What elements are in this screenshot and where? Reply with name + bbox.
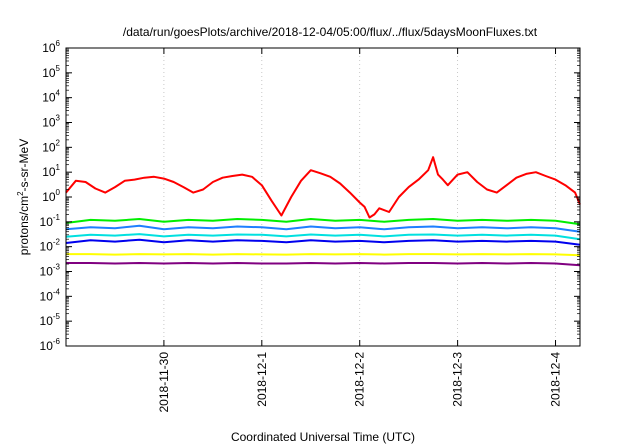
series-line-3 [65, 233, 581, 241]
series-line-2 [65, 224, 581, 233]
x-tick-label: 2018-12-2 [353, 352, 367, 407]
y-tick-label-base: 10 [42, 116, 56, 130]
y-tick-label: 100 [42, 188, 60, 204]
y-tick-label: 10-1 [40, 213, 61, 229]
series-line-5 [66, 253, 581, 257]
y-tick-label: 105 [42, 64, 60, 80]
y-tick-label-exp: -4 [53, 287, 61, 296]
series-layer [65, 156, 581, 267]
x-tick-label: 2018-12-3 [451, 352, 465, 407]
y-tick-label-exp: -5 [53, 312, 61, 321]
x-tick-label: 2018-12-4 [549, 352, 563, 407]
y-tick-label-base: 10 [40, 289, 54, 303]
y-tick-label-base: 10 [40, 314, 54, 328]
y-tick-label-exp: 2 [56, 138, 61, 147]
y-axis-label: protons/cm2-s-sr-MeV [16, 139, 31, 255]
y-tick-label-exp: 3 [56, 114, 61, 123]
y-tick-label-exp: 5 [56, 64, 61, 73]
plot-frame [65, 47, 581, 347]
x-tick-label: 2018-11-30 [157, 352, 171, 413]
series-line-1 [65, 218, 581, 226]
y-tick-label: 10-4 [40, 287, 61, 303]
y-tick-label-exp: 1 [56, 163, 61, 172]
y-tick-label: 103 [42, 114, 60, 130]
y-tick-label-base: 10 [42, 190, 56, 204]
y-tick-label: 106 [42, 39, 60, 55]
x-axis: 2018-11-30 2018-12-1 2018-12-2 2018-12-3 201… [157, 48, 563, 413]
y-tick-label-exp: 6 [56, 39, 61, 48]
y-tick-label: 101 [42, 163, 60, 179]
y-axis-label-prefix: protons/cm [17, 196, 31, 255]
y-tick-label-base: 10 [42, 165, 56, 179]
y-axis-label-sup: 2 [16, 191, 25, 196]
grid [163, 48, 556, 346]
y-axis-label-suffix: -s-sr-MeV [17, 139, 31, 192]
series-line-6 [66, 262, 581, 267]
y-tick-label-base: 10 [42, 140, 56, 154]
series-line-4 [65, 238, 581, 246]
chart-title: /data/run/goesPlots/archive/2018-12-04/0… [123, 25, 538, 39]
y-tick-label-base: 10 [42, 66, 56, 80]
y-tick-label-base: 10 [40, 215, 54, 229]
y-tick-label: 10-2 [40, 238, 61, 254]
y-tick-label: 10-3 [40, 263, 61, 279]
y-tick-label: 104 [42, 89, 60, 105]
y-tick-label-base: 10 [40, 339, 54, 353]
y-axis: 10-610-510-410-310-210-11001011021031041… [40, 39, 580, 353]
y-tick-label-exp: 4 [56, 89, 61, 98]
y-tick-label-base: 10 [42, 41, 56, 55]
y-tick-label: 10-6 [40, 337, 61, 353]
y-tick-label-exp: -2 [53, 238, 61, 247]
y-tick-label-base: 10 [40, 265, 54, 279]
y-tick-label: 10-5 [40, 312, 61, 328]
y-tick-label-exp: -3 [53, 263, 61, 272]
y-tick-label: 102 [42, 138, 60, 154]
x-tick-label: 2018-12-1 [255, 352, 269, 407]
x-axis-label: Coordinated Universal Time (UTC) [231, 430, 415, 444]
y-tick-label-exp: 0 [56, 188, 61, 197]
series-line-0 [65, 156, 581, 219]
y-tick-label-exp: -1 [53, 213, 61, 222]
y-tick-label-exp: -6 [53, 337, 61, 346]
y-tick-label-base: 10 [40, 240, 54, 254]
y-tick-label-base: 10 [42, 91, 56, 105]
